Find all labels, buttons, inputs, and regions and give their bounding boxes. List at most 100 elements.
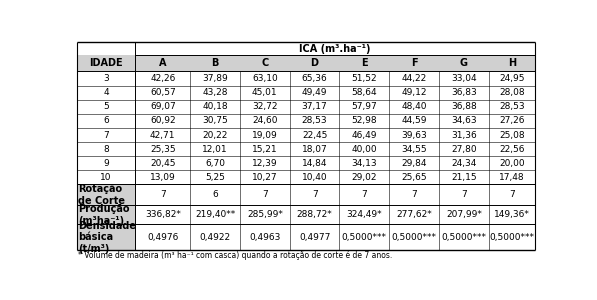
Text: 28,53: 28,53 — [499, 102, 525, 111]
Text: 10,27: 10,27 — [252, 173, 278, 182]
Text: 336,82*: 336,82* — [145, 210, 181, 219]
Text: 58,64: 58,64 — [352, 88, 377, 97]
Text: Produção
(m³ha⁻¹): Produção (m³ha⁻¹) — [78, 204, 130, 226]
Text: 12,01: 12,01 — [202, 145, 228, 154]
Text: 33,04: 33,04 — [451, 74, 477, 83]
Text: 42,26: 42,26 — [150, 74, 176, 83]
Text: 29,02: 29,02 — [352, 173, 377, 182]
Text: 288,72*: 288,72* — [297, 210, 333, 219]
Bar — [77, 184, 136, 205]
Text: 45,01: 45,01 — [252, 88, 278, 97]
Text: 18,07: 18,07 — [301, 145, 328, 154]
Text: 12,39: 12,39 — [252, 159, 278, 168]
Text: H: H — [508, 58, 516, 68]
Text: 51,52: 51,52 — [352, 74, 377, 83]
Text: ICA (m³.ha⁻¹): ICA (m³.ha⁻¹) — [300, 44, 371, 54]
Text: 44,59: 44,59 — [401, 116, 427, 125]
Text: 29,84: 29,84 — [401, 159, 427, 168]
Text: 36,88: 36,88 — [451, 102, 477, 111]
Text: * Volume de madeira (m³ ha⁻¹ com casca) quando a rotação de corte é de 7 anos.: * Volume de madeira (m³ ha⁻¹ com casca) … — [78, 251, 393, 260]
Text: 49,49: 49,49 — [302, 88, 327, 97]
Text: 24,95: 24,95 — [499, 74, 525, 83]
Bar — [77, 224, 136, 250]
Text: 7: 7 — [160, 190, 165, 199]
Text: 5: 5 — [103, 102, 109, 111]
Text: 7: 7 — [262, 190, 267, 199]
Text: 207,99*: 207,99* — [446, 210, 482, 219]
Text: A: A — [159, 58, 167, 68]
Text: 40,18: 40,18 — [202, 102, 228, 111]
Text: 15,21: 15,21 — [252, 145, 278, 154]
Text: F: F — [411, 58, 417, 68]
Text: D: D — [310, 58, 319, 68]
Text: 19,09: 19,09 — [252, 130, 278, 140]
Text: 20,00: 20,00 — [499, 159, 525, 168]
Text: 63,10: 63,10 — [252, 74, 278, 83]
Text: 5,25: 5,25 — [205, 173, 225, 182]
Text: 0,4963: 0,4963 — [249, 233, 281, 242]
Text: 48,40: 48,40 — [401, 102, 427, 111]
Text: 21,15: 21,15 — [451, 173, 477, 182]
Text: 219,40**: 219,40** — [195, 210, 235, 219]
Text: 37,17: 37,17 — [301, 102, 328, 111]
Text: 13,09: 13,09 — [150, 173, 176, 182]
Text: 43,28: 43,28 — [202, 88, 228, 97]
Text: 22,56: 22,56 — [499, 145, 525, 154]
Text: 0,4922: 0,4922 — [199, 233, 230, 242]
Text: 34,63: 34,63 — [451, 116, 477, 125]
Text: 6: 6 — [212, 190, 218, 199]
Bar — [77, 56, 535, 71]
Text: 10: 10 — [100, 173, 112, 182]
Text: 27,26: 27,26 — [499, 116, 525, 125]
Text: Densidade
básica
(t/m³): Densidade básica (t/m³) — [78, 220, 136, 254]
Text: 27,80: 27,80 — [451, 145, 477, 154]
Text: 39,63: 39,63 — [401, 130, 427, 140]
Text: 0,5000***: 0,5000*** — [441, 233, 487, 242]
Text: 28,08: 28,08 — [499, 88, 525, 97]
Text: 36,83: 36,83 — [451, 88, 477, 97]
Text: 42,71: 42,71 — [150, 130, 176, 140]
Text: 30,75: 30,75 — [202, 116, 228, 125]
Text: 37,89: 37,89 — [202, 74, 228, 83]
Text: 44,22: 44,22 — [402, 74, 427, 83]
Text: 285,99*: 285,99* — [247, 210, 283, 219]
Text: 25,35: 25,35 — [150, 145, 176, 154]
Text: 25,08: 25,08 — [499, 130, 525, 140]
Text: 14,84: 14,84 — [302, 159, 327, 168]
Text: 3: 3 — [103, 74, 109, 83]
Text: 46,49: 46,49 — [352, 130, 377, 140]
Text: 34,55: 34,55 — [401, 145, 427, 154]
Text: 20,22: 20,22 — [202, 130, 227, 140]
Text: 34,13: 34,13 — [352, 159, 377, 168]
Text: G: G — [460, 58, 468, 68]
Text: 0,4976: 0,4976 — [147, 233, 179, 242]
Text: 0,5000***: 0,5000*** — [490, 233, 534, 242]
Text: 31,36: 31,36 — [451, 130, 477, 140]
Text: C: C — [261, 58, 269, 68]
Text: 69,07: 69,07 — [150, 102, 176, 111]
Text: 7: 7 — [312, 190, 318, 199]
Text: B: B — [211, 58, 219, 68]
Bar — [77, 205, 136, 224]
Text: 7: 7 — [362, 190, 367, 199]
Text: 57,97: 57,97 — [352, 102, 377, 111]
Text: 24,60: 24,60 — [252, 116, 278, 125]
Text: 0,5000***: 0,5000*** — [342, 233, 387, 242]
Text: 49,12: 49,12 — [401, 88, 427, 97]
Text: 277,62*: 277,62* — [396, 210, 432, 219]
Text: 60,57: 60,57 — [150, 88, 176, 97]
Text: 7: 7 — [461, 190, 467, 199]
Text: 4: 4 — [103, 88, 109, 97]
Text: 9: 9 — [103, 159, 109, 168]
Text: 7: 7 — [103, 130, 109, 140]
Text: 7: 7 — [411, 190, 417, 199]
Text: 20,45: 20,45 — [150, 159, 176, 168]
Text: 6,70: 6,70 — [205, 159, 225, 168]
Text: 25,65: 25,65 — [401, 173, 427, 182]
Text: 324,49*: 324,49* — [346, 210, 382, 219]
Text: 40,00: 40,00 — [352, 145, 377, 154]
Text: 60,92: 60,92 — [150, 116, 176, 125]
Text: E: E — [361, 58, 368, 68]
Text: 6: 6 — [103, 116, 109, 125]
Text: 17,48: 17,48 — [499, 173, 525, 182]
